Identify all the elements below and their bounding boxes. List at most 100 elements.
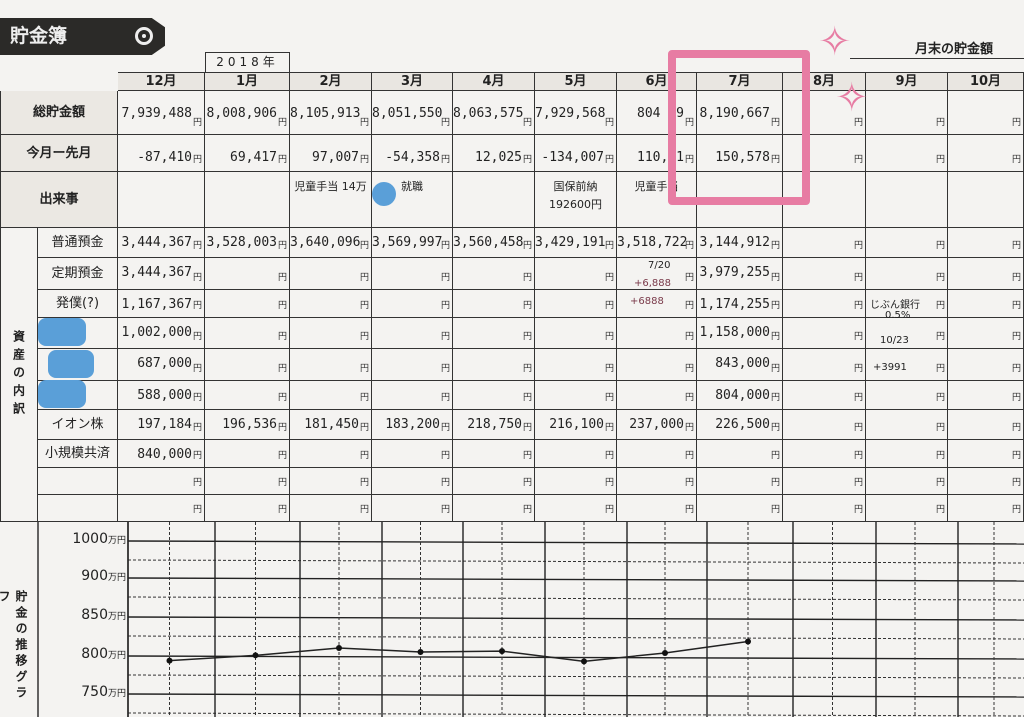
cell-value: 1,002,000 <box>121 325 192 340</box>
table-cell: 円 <box>290 495 372 522</box>
table-cell: 3,640,096 円 <box>290 228 372 258</box>
table-cell: 円 <box>205 440 290 468</box>
yen-unit: 円 <box>192 273 202 283</box>
table-cell: 7,929,568 円 <box>535 91 617 135</box>
yen-unit: 円 <box>359 451 369 461</box>
table-cell: 円 <box>783 349 866 381</box>
table-cell: 196,536 円 <box>205 410 290 440</box>
yen-unit: 円 <box>853 393 863 403</box>
chart-title: 貯金の推移グラフ <box>0 590 28 702</box>
table-cell: 円 <box>535 468 617 495</box>
table-cell: 就職 <box>372 172 453 228</box>
yen-unit: 円 <box>359 364 369 374</box>
table-cell: 7,939,488 円 <box>118 91 205 135</box>
yen-unit: 円 <box>359 118 369 128</box>
yen-unit: 円 <box>935 118 945 128</box>
cell-value: 216,100 <box>549 417 604 432</box>
redaction-mark <box>38 380 86 408</box>
table-cell: 円 <box>617 381 697 410</box>
month-header: 10月 <box>948 72 1024 91</box>
yen-unit: 円 <box>684 505 694 515</box>
yen-unit: 円 <box>192 155 202 165</box>
table-cell: 円 <box>453 495 535 522</box>
cell-value: 児童手当 14万 <box>294 180 367 193</box>
table-cell: 8,105,913 円 <box>290 91 372 135</box>
cell-value: 1,174,255 <box>699 297 770 312</box>
row-label: イオン株 <box>38 410 118 440</box>
table-cell: 円 <box>866 381 948 410</box>
cell-value: 3,144,912 <box>699 235 770 250</box>
yen-unit: 円 <box>1011 301 1021 311</box>
table-cell: 1,158,000 円 <box>697 318 783 349</box>
handwritten-note: +6,888 <box>634 278 672 289</box>
tick-unit: 万円 <box>107 689 126 699</box>
table-cell: 8,063,575 円 <box>453 91 535 135</box>
table-cell: 円 <box>783 468 866 495</box>
table-cell: 円 <box>453 468 535 495</box>
table-cell: 円 <box>866 258 948 290</box>
data-point <box>336 644 342 651</box>
table-cell: 3,444,367 円 <box>118 258 205 290</box>
yen-unit: 円 <box>192 332 202 342</box>
yen-unit: 円 <box>1011 393 1021 403</box>
table-cell: 円 <box>205 381 290 410</box>
yen-unit: 円 <box>935 155 945 165</box>
yen-unit: 円 <box>684 273 694 283</box>
yen-unit: 円 <box>604 423 614 433</box>
table-cell: 円 <box>535 258 617 290</box>
table-cell: 円 <box>290 258 372 290</box>
table-cell: 円 <box>453 290 535 318</box>
handwritten-note: 7/20 <box>648 260 671 271</box>
yen-unit: 円 <box>1011 478 1021 488</box>
yen-unit: 円 <box>853 301 863 311</box>
table-cell <box>453 172 535 228</box>
yen-unit: 円 <box>359 393 369 403</box>
table-cell: 97,007 円 <box>290 135 372 172</box>
yen-unit: 円 <box>770 364 780 374</box>
yen-unit: 円 <box>604 478 614 488</box>
yen-unit: 円 <box>770 332 780 342</box>
cell-value: 588,000 <box>137 388 192 403</box>
year-label: 2018年 <box>205 52 290 72</box>
yen-unit: 円 <box>604 505 614 515</box>
table-cell: -134,007 円 <box>535 135 617 172</box>
cell-value: -54,358 <box>385 150 440 165</box>
table-cell: 3,569,997 円 <box>372 228 453 258</box>
yen-unit: 円 <box>522 332 532 342</box>
table-cell: 円 <box>372 495 453 522</box>
grid-line-dashed <box>127 712 1024 717</box>
yen-unit: 円 <box>522 393 532 403</box>
table-cell: 円 <box>453 440 535 468</box>
table-cell: 804,000 円 <box>697 381 783 410</box>
yen-unit: 円 <box>359 505 369 515</box>
table-cell: 12,025 円 <box>453 135 535 172</box>
row-label <box>38 381 118 410</box>
yen-unit: 円 <box>277 301 287 311</box>
yen-unit: 円 <box>277 393 287 403</box>
table-cell: 児童手当 14万 <box>290 172 372 228</box>
yen-unit: 円 <box>770 505 780 515</box>
yen-unit: 円 <box>935 505 945 515</box>
y-tick-label: 900万円 <box>42 568 126 584</box>
table-cell <box>866 172 948 228</box>
yen-unit: 円 <box>522 155 532 165</box>
yen-unit: 円 <box>522 273 532 283</box>
yen-unit: 円 <box>935 451 945 461</box>
month-header: 6月 <box>617 72 697 91</box>
cell-value: 3,979,255 <box>699 265 770 280</box>
cell-value: 218,750 <box>467 417 522 432</box>
yen-unit: 円 <box>684 155 694 165</box>
row-label: 発僕(?) <box>38 290 118 318</box>
highlight-box <box>668 50 810 205</box>
yen-unit: 円 <box>522 478 532 488</box>
table-cell: 197,184 円 <box>118 410 205 440</box>
yen-unit: 円 <box>440 118 450 128</box>
table-cell: 円 <box>118 495 205 522</box>
grid-line <box>127 616 1024 621</box>
grid-line-dashed <box>127 674 1024 679</box>
cell-value: -87,410 <box>137 150 192 165</box>
table-cell: 1,002,000 円 <box>118 318 205 349</box>
yen-unit: 円 <box>853 273 863 283</box>
yen-unit: 円 <box>440 241 450 251</box>
table-cell: 円 <box>783 228 866 258</box>
